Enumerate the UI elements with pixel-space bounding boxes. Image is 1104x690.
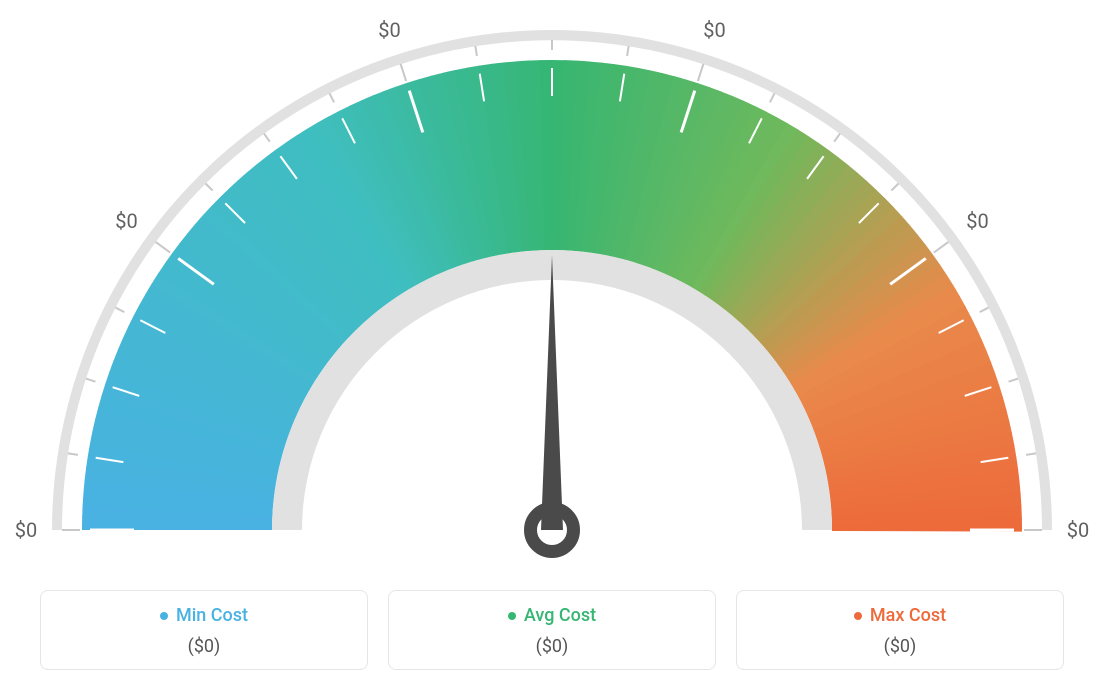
legend-dot-min [160, 612, 168, 620]
legend-value-max: ($0) [747, 636, 1053, 657]
legend-header-avg: Avg Cost [399, 605, 705, 626]
legend-card-avg: Avg Cost ($0) [388, 590, 716, 670]
gauge-tick-label: $0 [115, 209, 137, 233]
legend-dot-max [854, 612, 862, 620]
legend-value-min: ($0) [51, 636, 357, 657]
legend-header-max: Max Cost [747, 605, 1053, 626]
legend-label-avg: Avg Cost [524, 605, 596, 626]
legend-row: Min Cost ($0) Avg Cost ($0) Max Cost ($0… [40, 590, 1064, 670]
legend-dot-avg [508, 612, 516, 620]
gauge-chart [0, 0, 1104, 560]
gauge-svg [0, 0, 1104, 560]
legend-card-max: Max Cost ($0) [736, 590, 1064, 670]
gauge-tick-label: $0 [1067, 518, 1089, 542]
legend-label-max: Max Cost [870, 605, 946, 626]
gauge-tick-label: $0 [15, 518, 37, 542]
legend-value-avg: ($0) [399, 636, 705, 657]
legend-label-min: Min Cost [176, 605, 248, 626]
gauge-tick-label: $0 [703, 18, 725, 42]
gauge-tick-label: $0 [378, 18, 400, 42]
gauge-tick-label: $0 [966, 209, 988, 233]
legend-card-min: Min Cost ($0) [40, 590, 368, 670]
legend-header-min: Min Cost [51, 605, 357, 626]
